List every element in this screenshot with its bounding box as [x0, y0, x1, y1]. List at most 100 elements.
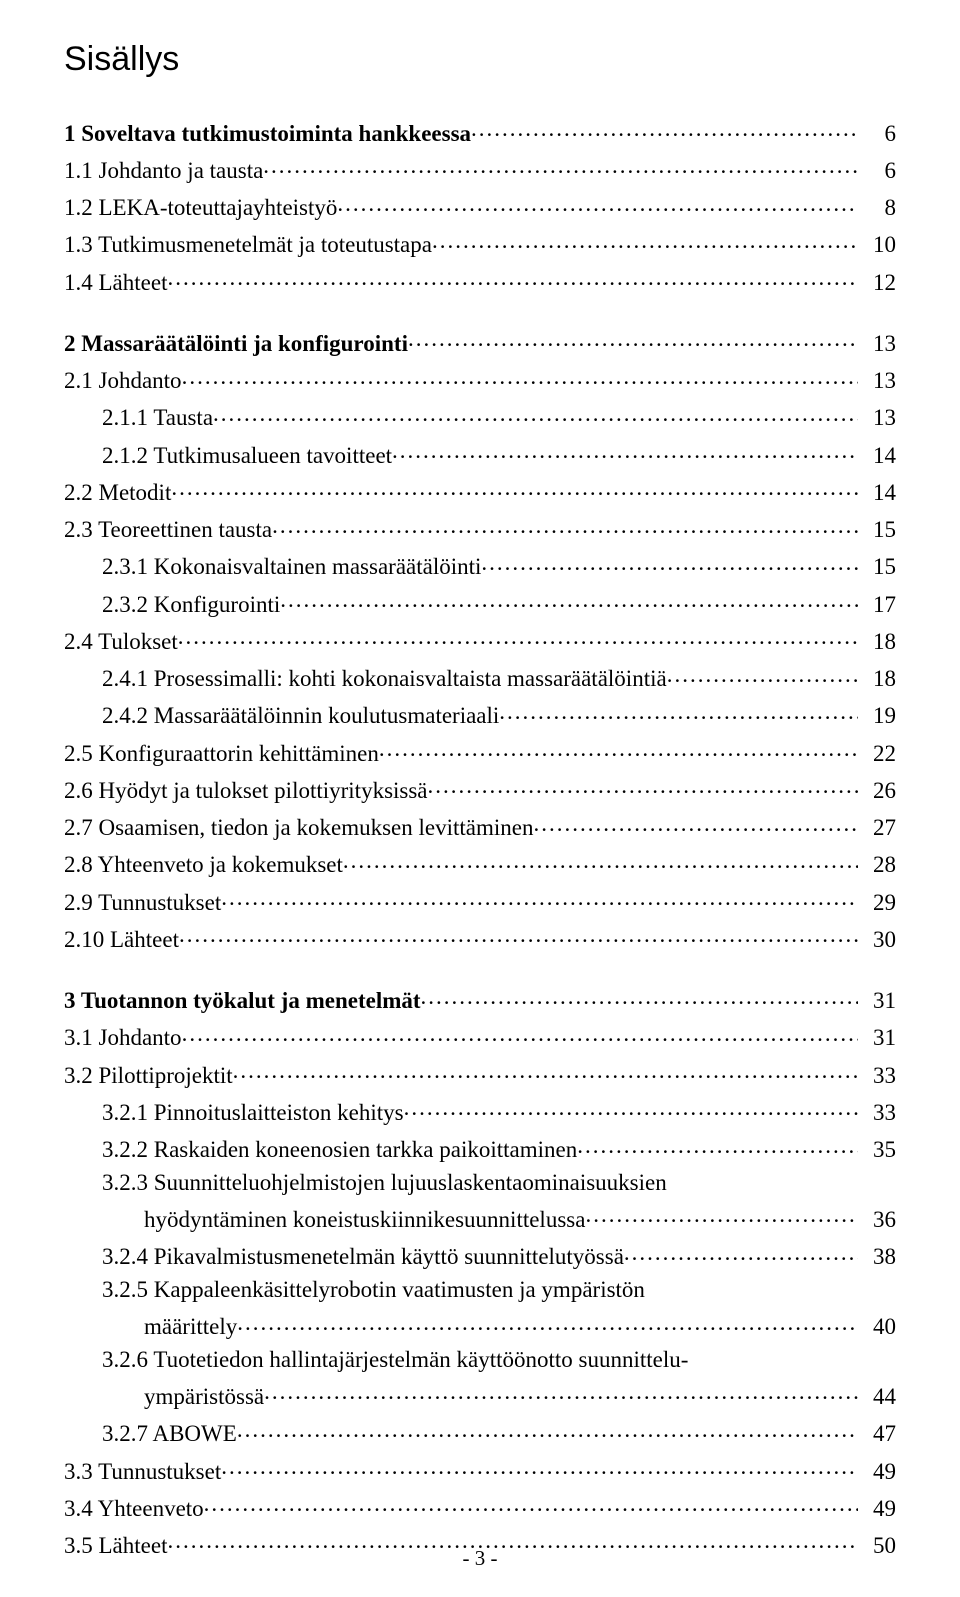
- toc-entry-multiline: 3.2.3 Suunnitteluohjelmistojen lujuuslas…: [64, 1167, 896, 1200]
- toc-entry-page: 44: [858, 1381, 896, 1414]
- toc-entry-text: 3.2.4 Pikavalmistusmenetelmän käyttö suu…: [64, 1241, 624, 1274]
- toc-entry-page: 36: [858, 1204, 896, 1237]
- toc-entry-text: 2.1 Johdanto: [64, 365, 182, 398]
- toc-entry: 1.4 Lähteet 12: [64, 262, 896, 299]
- toc-leader: [667, 659, 858, 687]
- footer-page-number: - 3 -: [0, 1546, 960, 1571]
- toc-leader: [167, 262, 858, 290]
- toc-entry-text: 2 Massaräätälöinti ja konfigurointi: [64, 328, 408, 361]
- toc-entry-page: 35: [858, 1134, 896, 1167]
- toc-leader: [471, 113, 858, 141]
- toc-entry-text: 2.7 Osaamisen, tiedon ja kokemuksen levi…: [64, 812, 533, 845]
- toc-entry: 1.2 LEKA-toteuttajayhteistyö 8: [64, 188, 896, 225]
- toc-gap: [64, 299, 896, 323]
- toc-leader: [404, 1092, 858, 1120]
- toc-leader: [343, 845, 858, 873]
- toc-leader: [432, 225, 858, 253]
- toc-entry: 2.3.2 Konfigurointi17: [64, 584, 896, 621]
- toc-entry-text: ympäristössä: [64, 1381, 264, 1414]
- toc-entry: 2.8 Yhteenveto ja kokemukset28: [64, 845, 896, 882]
- toc-page: Sisällys 1 Soveltava tutkimustoiminta ha…: [0, 0, 960, 1597]
- toc-leader: [499, 696, 858, 724]
- toc-entry: 3.2.1 Pinnoituslaitteiston kehitys 33: [64, 1092, 896, 1129]
- page-title: Sisällys: [64, 40, 896, 79]
- toc-leader: [533, 808, 858, 836]
- toc-entry-page: 28: [858, 849, 896, 882]
- toc-leader: [379, 733, 858, 761]
- toc-entry-text: 1.4 Lähteet: [64, 267, 167, 300]
- toc-leader: [577, 1130, 858, 1158]
- toc-entry-text: 2.1.2 Tutkimusalueen tavoitteet: [64, 440, 392, 473]
- toc-leader: [179, 919, 858, 947]
- toc-entry-text: 3.2.1 Pinnoituslaitteiston kehitys: [64, 1097, 404, 1130]
- toc-entry-page: 14: [858, 440, 896, 473]
- toc-entry-page: 33: [858, 1097, 896, 1130]
- toc-entry: 2.3 Teoreettinen tausta 15: [64, 510, 896, 547]
- toc-entry-page: 26: [858, 775, 896, 808]
- toc-entry-text: 3 Tuotannon työkalut ja menetelmät: [64, 985, 421, 1018]
- toc-entry-text: 3.1 Johdanto: [64, 1022, 182, 1055]
- toc-entry: 2.3.1 Kokonaisvaltainen massaräätälöinti…: [64, 547, 896, 584]
- toc-leader: [221, 1451, 858, 1479]
- toc-entry-text: 2.10 Lähteet: [64, 924, 179, 957]
- toc-entry: ympäristössä 44: [64, 1376, 896, 1413]
- toc-entry-page: 6: [858, 155, 896, 188]
- toc-section-head: 1 Soveltava tutkimustoiminta hankkeessa6: [64, 113, 896, 150]
- toc-entry-page: 6: [858, 118, 896, 151]
- toc-section-head: 3 Tuotannon työkalut ja menetelmät 31: [64, 981, 896, 1018]
- toc-entry: 2.4.2 Massaräätälöinnin koulutusmateriaa…: [64, 696, 896, 733]
- toc-leader: [237, 1414, 858, 1442]
- toc-entry: 2.9 Tunnustukset29: [64, 882, 896, 919]
- toc-entry-text: 3.2.7 ABOWE: [64, 1418, 237, 1451]
- toc-body: 1 Soveltava tutkimustoiminta hankkeessa6…: [64, 113, 896, 1563]
- toc-leader: [221, 882, 858, 910]
- toc-entry: 2.1.2 Tutkimusalueen tavoitteet 14: [64, 435, 896, 472]
- toc-leader: [624, 1237, 858, 1265]
- toc-entry-text: 2.6 Hyödyt ja tulokset pilottiyrityksiss…: [64, 775, 428, 808]
- toc-entry: 3.2.7 ABOWE 47: [64, 1414, 896, 1451]
- toc-leader: [237, 1307, 858, 1335]
- toc-entry: 3.2.4 Pikavalmistusmenetelmän käyttö suu…: [64, 1237, 896, 1274]
- toc-entry-page: 8: [858, 192, 896, 225]
- toc-leader: [421, 981, 858, 1009]
- toc-entry-text: 3.3 Tunnustukset: [64, 1456, 221, 1489]
- toc-entry: 3.2.2 Raskaiden koneenosien tarkka paiko…: [64, 1130, 896, 1167]
- toc-entry-page: 40: [858, 1311, 896, 1344]
- toc-entry: 1.1 Johdanto ja tausta 6: [64, 150, 896, 187]
- toc-entry-text: 2.1.1 Tausta: [64, 402, 213, 435]
- toc-leader: [272, 510, 858, 538]
- toc-entry-page: 31: [858, 985, 896, 1018]
- toc-entry-page: 29: [858, 887, 896, 920]
- toc-leader: [171, 472, 858, 500]
- toc-entry-page: 38: [858, 1241, 896, 1274]
- toc-leader: [182, 1018, 858, 1046]
- toc-leader: [337, 188, 858, 216]
- toc-entry-page: 49: [858, 1493, 896, 1526]
- toc-leader: [481, 547, 858, 575]
- toc-entry-page: 30: [858, 924, 896, 957]
- toc-entry-page: 33: [858, 1060, 896, 1093]
- toc-entry: 2.5 Konfiguraattorin kehittäminen22: [64, 733, 896, 770]
- toc-entry: 2.7 Osaamisen, tiedon ja kokemuksen levi…: [64, 808, 896, 845]
- toc-entry-text: 3.2.2 Raskaiden koneenosien tarkka paiko…: [64, 1134, 577, 1167]
- toc-entry-text: 2.4.2 Massaräätälöinnin koulutusmateriaa…: [64, 700, 499, 733]
- toc-entry-text: 1.1 Johdanto ja tausta: [64, 155, 263, 188]
- toc-entry-page: 15: [858, 514, 896, 547]
- toc-entry-text: 2.3 Teoreettinen tausta: [64, 514, 272, 547]
- toc-entry-text: hyödyntäminen koneistuskiinnikesuunnitte…: [64, 1204, 585, 1237]
- toc-entry-page: 12: [858, 267, 896, 300]
- toc-entry-page: 18: [858, 626, 896, 659]
- toc-entry-text: 3.2 Pilottiprojektit: [64, 1060, 233, 1093]
- toc-entry-text: 1.2 LEKA-toteuttajayhteistyö: [64, 192, 337, 225]
- toc-entry-text: 3.2.6 Tuotetiedon hallintajärjestelmän k…: [64, 1344, 688, 1377]
- toc-gap: [64, 957, 896, 981]
- toc-entry: 3.2 Pilottiprojektit 33: [64, 1055, 896, 1092]
- toc-entry: hyödyntäminen koneistuskiinnikesuunnitte…: [64, 1199, 896, 1236]
- toc-leader: [263, 150, 858, 178]
- toc-leader: [280, 584, 858, 612]
- toc-leader: [178, 621, 858, 649]
- toc-entry-text: 3.4 Yhteenveto: [64, 1493, 204, 1526]
- toc-entry: 2.2 Metodit14: [64, 472, 896, 509]
- toc-entry-page: 19: [858, 700, 896, 733]
- toc-entry-page: 47: [858, 1418, 896, 1451]
